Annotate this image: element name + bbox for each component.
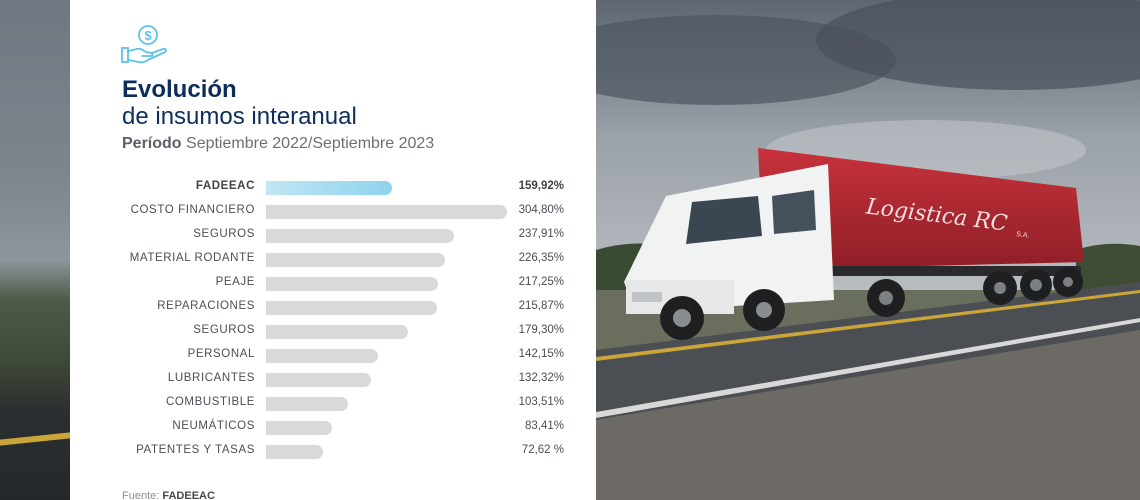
bar-row: SEGUROS 179,30% xyxy=(70,320,596,344)
bar-row: SEGUROS 237,91% xyxy=(70,224,596,248)
category-label: REPARACIONES xyxy=(157,300,255,312)
value-label: 83,41% xyxy=(524,420,564,432)
category-label: NEUMÁTICOS xyxy=(172,420,255,432)
bar-row: NEUMÁTICOS 83,41% xyxy=(70,416,596,440)
category-label: PERSONAL xyxy=(187,348,255,360)
bar xyxy=(266,301,437,315)
bar-row: LUBRICANTES 132,32% xyxy=(70,368,596,392)
value-label: 179,30% xyxy=(518,324,564,336)
value-label: 72,62 % xyxy=(521,444,564,456)
bar-row: PATENTES Y TASAS 72,62 % xyxy=(70,440,596,464)
category-label: COSTO FINANCIERO xyxy=(130,204,255,216)
truck-photo: Logistica RC S.A. xyxy=(596,0,1140,500)
category-label: FADEEAC xyxy=(195,180,255,192)
value-label: 132,32% xyxy=(518,372,564,384)
category-label: COMBUSTIBLE xyxy=(165,396,255,408)
value-label: 237,91% xyxy=(518,228,564,240)
value-label: 226,35% xyxy=(518,252,564,264)
source-label: Fuente: xyxy=(122,490,160,500)
bar-row: REPARACIONES 215,87% xyxy=(70,296,596,320)
category-label: SEGUROS xyxy=(193,228,255,240)
truck-photo-illustration: Logistica RC S.A. xyxy=(596,0,1140,500)
bar-row: MATERIAL RODANTE 226,35% xyxy=(70,248,596,272)
bar-chart: FADEEAC 159,92% COSTO FINANCIERO 304,80% SEG… xyxy=(70,176,596,466)
bar xyxy=(266,277,438,291)
svg-text:$: $ xyxy=(144,28,152,43)
bar xyxy=(266,253,445,267)
bar-row: FADEEAC 159,92% xyxy=(70,176,596,200)
money-hand-icon: $ xyxy=(121,25,167,64)
bar xyxy=(266,325,408,339)
bar-row: COSTO FINANCIERO 304,80% xyxy=(70,200,596,224)
bar xyxy=(266,349,379,363)
title-line-2: de insumos interanual xyxy=(122,103,357,130)
period-value: Septiembre 2022/Septiembre 2023 xyxy=(186,135,435,152)
category-label: PEAJE xyxy=(215,276,255,288)
road-marking xyxy=(0,432,70,446)
bar xyxy=(266,205,507,219)
category-label: PATENTES Y TASAS xyxy=(136,444,255,456)
value-label: 304,80% xyxy=(518,204,564,216)
bar-row: PERSONAL 142,15% xyxy=(70,344,596,368)
value-label: 215,87% xyxy=(518,300,564,312)
bar-row: COMBUSTIBLE 103,51% xyxy=(70,392,596,416)
value-label: 103,51% xyxy=(518,396,564,408)
source-value: FADEEAC xyxy=(162,490,215,500)
bar xyxy=(266,373,371,387)
period-label: Período xyxy=(122,135,182,152)
bar xyxy=(266,229,455,243)
category-label: MATERIAL RODANTE xyxy=(129,252,255,264)
bar xyxy=(266,445,324,459)
infographic-card: $ Evolución de insumos interanual Períod… xyxy=(70,0,596,500)
category-label: SEGUROS xyxy=(193,324,255,336)
title-line-1: Evolución xyxy=(122,76,237,103)
bar-row: PEAJE 217,25% xyxy=(70,272,596,296)
bar xyxy=(266,397,348,411)
period-subtitle: Período Septiembre 2022/Septiembre 2023 xyxy=(122,135,434,153)
value-label: 142,15% xyxy=(518,348,564,360)
value-label: 217,25% xyxy=(518,276,564,288)
bar xyxy=(266,421,332,435)
source-note: Fuente: FADEEAC xyxy=(122,490,215,500)
category-label: LUBRICANTES xyxy=(167,372,255,384)
chart-title: Evolución de insumos interanual xyxy=(122,76,542,130)
bar xyxy=(266,181,393,195)
background-photo-left xyxy=(0,0,70,500)
trailer-logo-suffix: S.A. xyxy=(1016,231,1030,240)
value-label: 159,92% xyxy=(518,180,564,192)
